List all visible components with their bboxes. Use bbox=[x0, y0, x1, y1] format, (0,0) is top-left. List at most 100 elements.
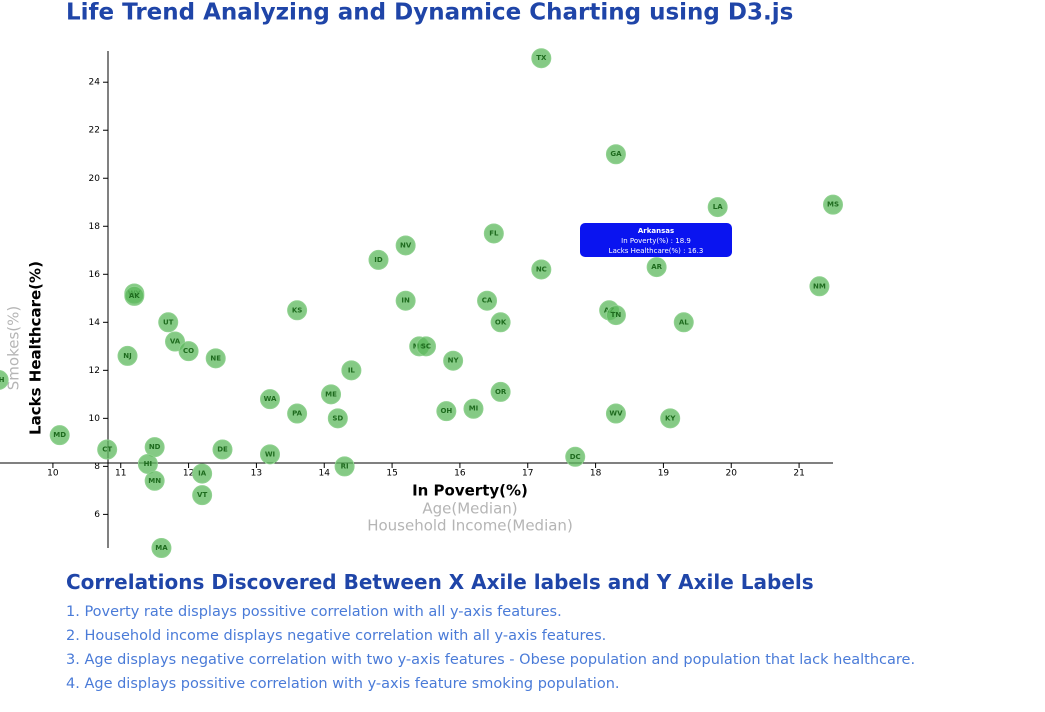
findings-heading: Correlations Discovered Between X Axile … bbox=[66, 570, 814, 594]
y-tick-label: 22 bbox=[89, 126, 100, 136]
state-point[interactable] bbox=[490, 312, 511, 333]
state-point[interactable] bbox=[97, 439, 118, 460]
x-tick-label: 17 bbox=[522, 469, 533, 479]
state-label: CO bbox=[183, 347, 194, 355]
state-label: SC bbox=[421, 342, 431, 350]
state-point[interactable] bbox=[673, 312, 694, 333]
state-point[interactable] bbox=[158, 312, 179, 333]
state-label: VA bbox=[170, 338, 181, 346]
state-point[interactable] bbox=[321, 384, 342, 405]
state-label: KY bbox=[665, 414, 676, 422]
state-point[interactable] bbox=[531, 48, 552, 69]
chart-title: Life Trend Analyzing and Dynamice Charti… bbox=[66, 0, 793, 26]
y-tick-label: 12 bbox=[89, 366, 100, 376]
state-point[interactable] bbox=[531, 259, 552, 280]
x-tick-label: 20 bbox=[726, 469, 738, 479]
state-point[interactable] bbox=[605, 144, 626, 165]
state-point[interactable] bbox=[605, 305, 626, 326]
state-label: HI bbox=[144, 460, 152, 468]
state-label: CA bbox=[482, 297, 493, 305]
state-point[interactable] bbox=[124, 285, 145, 306]
state-point[interactable] bbox=[259, 444, 280, 465]
x-axis-option[interactable]: Household Income(Median) bbox=[367, 517, 573, 535]
x-axis-option[interactable]: Age(Median) bbox=[422, 500, 517, 518]
findings: Correlations Discovered Between X Axile … bbox=[0, 570, 1045, 696]
state-point[interactable] bbox=[205, 348, 226, 369]
state-point[interactable] bbox=[334, 456, 355, 477]
state-label: DE bbox=[217, 446, 228, 454]
state-label: WV bbox=[609, 410, 623, 418]
state-label: IL bbox=[348, 366, 356, 374]
state-point[interactable] bbox=[192, 485, 213, 506]
state-label: NE bbox=[210, 354, 221, 362]
state-point[interactable] bbox=[415, 336, 436, 357]
state-label: OK bbox=[495, 318, 507, 326]
state-label: FL bbox=[489, 229, 499, 237]
y-tick-label: 24 bbox=[89, 78, 101, 88]
state-point[interactable] bbox=[483, 223, 504, 244]
state-point[interactable] bbox=[0, 370, 9, 390]
state-label: RI bbox=[341, 462, 349, 470]
state-point[interactable] bbox=[165, 331, 186, 352]
state-label: WA bbox=[264, 395, 277, 403]
state-point[interactable] bbox=[151, 538, 172, 558]
state-point[interactable] bbox=[660, 408, 681, 429]
state-label: OH bbox=[440, 407, 452, 415]
tooltip-line: In Poverty(%) : 18.9 bbox=[621, 237, 691, 245]
state-point[interactable] bbox=[287, 300, 308, 321]
state-point[interactable] bbox=[823, 194, 843, 215]
x-tick-label: 15 bbox=[386, 469, 397, 479]
x-tick-label: 11 bbox=[115, 469, 126, 479]
state-label: IA bbox=[198, 470, 207, 478]
state-label: VT bbox=[197, 491, 207, 499]
finding: 2. Household income displays negative co… bbox=[66, 628, 607, 644]
x-axis-label[interactable]: In Poverty(%) bbox=[412, 482, 528, 500]
state-label: OR bbox=[495, 388, 507, 396]
y-axis-option[interactable]: Smokes(%) bbox=[5, 306, 23, 390]
state-point[interactable] bbox=[646, 257, 667, 278]
state-label: NY bbox=[448, 357, 460, 365]
state-point[interactable] bbox=[477, 290, 498, 311]
state-point[interactable] bbox=[212, 439, 233, 460]
state-label: IN bbox=[401, 297, 410, 305]
y-tick-label: 14 bbox=[89, 318, 101, 328]
tooltip: Arkansas In Poverty(%) : 18.9 Lacks Health… bbox=[580, 223, 732, 257]
state-point[interactable] bbox=[443, 350, 464, 371]
state-point[interactable] bbox=[395, 235, 416, 256]
state-point[interactable] bbox=[287, 403, 308, 424]
state-label: AR bbox=[651, 263, 662, 271]
state-label: NH bbox=[0, 376, 5, 384]
state-point[interactable] bbox=[117, 345, 138, 366]
state-point[interactable] bbox=[565, 446, 586, 467]
state-point[interactable] bbox=[436, 401, 457, 422]
state-point[interactable] bbox=[49, 425, 70, 446]
chart: Life Trend Analyzing and Dynamice Charti… bbox=[0, 0, 843, 558]
state-point[interactable] bbox=[809, 276, 830, 297]
state-point[interactable] bbox=[327, 408, 348, 429]
state-label: NM bbox=[813, 282, 826, 290]
y-tick-label: 8 bbox=[94, 462, 100, 472]
x-tick-label: 10 bbox=[47, 469, 59, 479]
tooltip-line: Lacks Healthcare(%) : 16.3 bbox=[609, 247, 704, 255]
state-point[interactable] bbox=[605, 403, 626, 424]
state-point[interactable] bbox=[178, 341, 199, 362]
state-label: WI bbox=[265, 450, 275, 458]
x-tick-label: 19 bbox=[658, 469, 670, 479]
state-label: MA bbox=[155, 544, 168, 552]
state-label: DC bbox=[570, 453, 581, 461]
state-point[interactable] bbox=[463, 398, 484, 419]
state-point[interactable] bbox=[395, 290, 416, 311]
y-axis-label[interactable]: Lacks Healthcare(%) bbox=[27, 261, 45, 435]
y-tick-label: 18 bbox=[89, 222, 101, 232]
state-label: UT bbox=[163, 318, 174, 326]
state-label: ME bbox=[325, 390, 337, 398]
state-label: MI bbox=[469, 405, 479, 413]
state-point[interactable] bbox=[144, 470, 165, 491]
state-point[interactable] bbox=[707, 197, 728, 218]
state-point[interactable] bbox=[341, 360, 362, 381]
state-point[interactable] bbox=[490, 381, 511, 402]
state-point[interactable] bbox=[192, 463, 213, 484]
state-point[interactable] bbox=[368, 249, 389, 270]
state-point[interactable] bbox=[259, 389, 280, 410]
